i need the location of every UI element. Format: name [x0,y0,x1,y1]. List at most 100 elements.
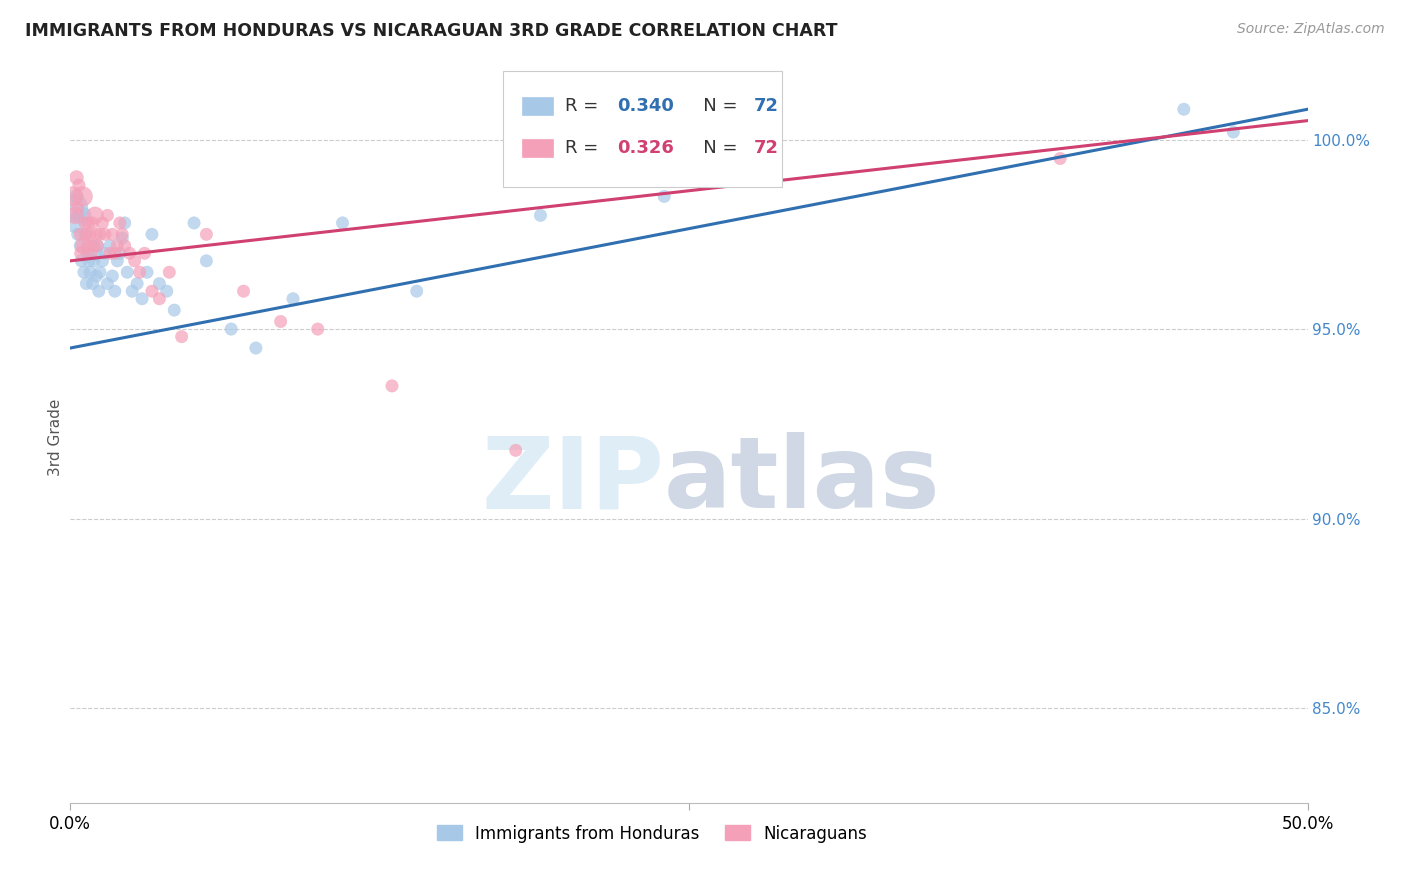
Point [82,216,104,230]
Point [66,201,89,215]
Point [76,246,98,260]
Point [163,303,186,318]
Point [219,322,242,336]
Text: Source: ZipAtlas.com: Source: ZipAtlas.com [1237,22,1385,37]
Point [281,292,304,306]
Point [101,268,124,283]
Point [101,227,124,242]
Point [245,341,267,355]
Point [76,238,98,252]
Point [84,227,107,242]
Point [94,227,117,242]
Point [148,277,170,291]
Point [96,277,118,291]
Point [75,227,97,242]
Point [70,253,93,268]
Point [94,246,117,260]
Y-axis label: 3rd Grade: 3rd Grade [48,399,63,475]
Point [70,246,93,260]
Point [75,227,97,242]
Point [67,208,90,222]
Point [121,284,143,298]
Point [63,201,86,215]
Text: 0.326: 0.326 [617,139,673,157]
Text: R =: R = [565,139,605,157]
Text: 72: 72 [754,96,779,115]
Point [505,443,527,458]
Point [529,208,551,222]
Point [79,227,101,242]
Point [69,227,91,242]
Point [98,238,121,252]
Point [332,216,354,230]
Point [79,265,101,279]
Point [77,216,100,230]
Point [96,208,118,222]
Point [105,253,128,268]
Point [108,246,131,260]
Point [73,265,96,279]
Point [84,268,107,283]
Point [652,113,675,128]
Point [72,208,94,222]
Point [156,284,179,298]
Point [82,277,104,291]
Point [134,246,156,260]
Point [141,227,163,242]
Point [232,284,254,298]
Point [72,189,94,203]
Point [381,379,404,393]
Point [83,253,105,268]
Legend: Immigrants from Honduras, Nicaraguans: Immigrants from Honduras, Nicaraguans [430,818,873,849]
Point [405,284,427,298]
Text: atlas: atlas [664,433,941,530]
Point [307,322,329,336]
Point [124,253,146,268]
Point [65,170,87,185]
Point [114,216,136,230]
Bar [522,96,553,115]
Point [104,246,127,260]
Point [195,253,218,268]
Point [127,277,149,291]
Point [118,246,141,260]
Point [91,216,114,230]
Point [91,253,114,268]
Point [89,265,111,279]
Point [115,265,138,279]
Point [80,246,103,260]
Point [105,238,128,252]
Point [1173,102,1195,116]
Point [131,292,153,306]
Point [108,216,131,230]
Point [84,208,107,222]
Point [170,329,193,343]
Point [183,216,205,230]
Point [136,265,159,279]
Point [157,265,180,279]
Text: N =: N = [686,139,744,157]
Text: N =: N = [686,96,744,115]
Point [75,216,97,230]
Point [195,227,218,242]
Point [65,189,87,203]
Point [69,238,91,252]
Point [98,246,121,260]
Point [73,238,96,252]
Point [65,216,87,230]
Point [111,231,134,245]
Point [270,314,292,328]
Text: ZIP: ZIP [481,433,664,530]
Point [83,238,105,252]
Point [84,246,107,260]
Point [1222,125,1244,139]
Point [65,208,87,222]
Text: IMMIGRANTS FROM HONDURAS VS NICARAGUAN 3RD GRADE CORRELATION CHART: IMMIGRANTS FROM HONDURAS VS NICARAGUAN 3… [25,22,838,40]
Point [66,227,89,242]
Point [652,189,675,203]
Point [104,284,127,298]
Point [86,238,108,252]
Text: 72: 72 [754,139,779,157]
FancyBboxPatch shape [503,71,782,187]
Text: 0.340: 0.340 [617,96,673,115]
